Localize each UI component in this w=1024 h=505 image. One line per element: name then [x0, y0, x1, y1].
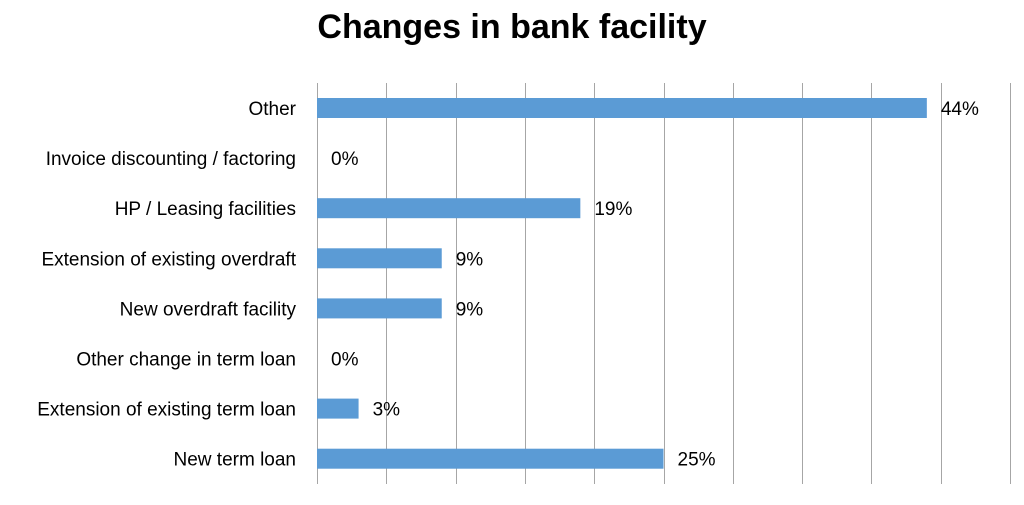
data-label: 19%	[594, 199, 632, 220]
category-label: Other change in term loan	[76, 350, 296, 371]
bar	[317, 248, 442, 269]
data-label: 9%	[456, 249, 484, 270]
category-label: Other	[248, 99, 296, 120]
data-label: 0%	[331, 350, 359, 371]
bar	[317, 398, 359, 419]
bars	[317, 98, 927, 469]
category-label: Extension of existing term loan	[37, 400, 296, 421]
data-label: 44%	[941, 99, 979, 120]
category-label: Invoice discounting / factoring	[46, 149, 296, 170]
category-label: Extension of existing overdraft	[41, 249, 296, 270]
bar	[317, 298, 442, 319]
category-label: HP / Leasing facilities	[115, 199, 296, 220]
data-label: 3%	[373, 400, 401, 421]
data-label: 0%	[331, 149, 359, 170]
chart-title: Changes in bank facility	[317, 8, 707, 46]
value-labels: 44% 0% 19% 9% 9% 0% 3% 25%	[331, 99, 979, 471]
category-label: New overdraft facility	[120, 299, 297, 320]
data-label: 9%	[456, 299, 484, 320]
data-label: 25%	[678, 450, 716, 471]
category-label: New term loan	[174, 450, 297, 471]
category-labels: Other Invoice discounting / factoring HP /…	[37, 99, 296, 471]
gridlines	[317, 83, 1011, 484]
bar	[317, 448, 664, 469]
bar	[317, 98, 927, 118]
bar	[317, 198, 581, 219]
